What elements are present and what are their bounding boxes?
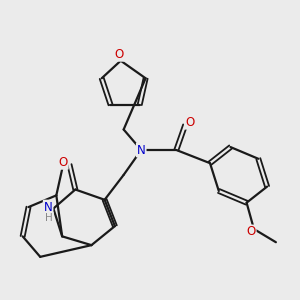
Text: O: O bbox=[115, 48, 124, 61]
Text: N: N bbox=[44, 201, 52, 214]
Text: O: O bbox=[58, 156, 68, 169]
Text: O: O bbox=[246, 226, 256, 238]
Text: N: N bbox=[137, 143, 146, 157]
Text: O: O bbox=[185, 116, 194, 129]
Text: H: H bbox=[45, 213, 53, 223]
